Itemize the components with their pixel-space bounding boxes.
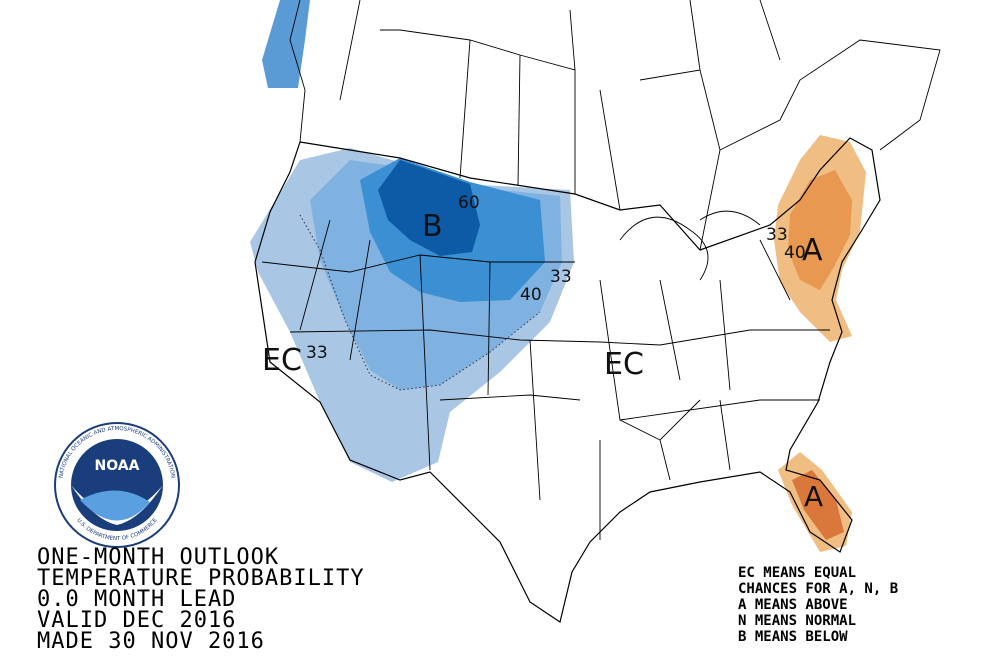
legend-backdrop (732, 562, 982, 652)
map-labels: B 60 40 33 EC 33 EC A 40 33 A (262, 193, 823, 513)
legend-line: A MEANS ABOVE (738, 597, 848, 613)
above-shading (774, 135, 866, 552)
legend-note: EC MEANS EQUAL CHANCES FOR A, N, B A MEA… (732, 562, 982, 652)
noaa-logo: NOAA NATIONAL OCEANIC AND ATMOSPHERIC AD… (54, 422, 180, 548)
logo-text: NOAA (95, 458, 140, 474)
map-label: EC (262, 343, 302, 378)
contour (299, 214, 541, 391)
above-40-florida (792, 470, 844, 540)
boundaries (254, 0, 941, 623)
below-shading (250, 0, 574, 482)
state-lines (261, 219, 830, 540)
map-label: A (802, 233, 823, 268)
above-40 (788, 170, 852, 290)
title-block: ONE-MONTH OUTLOOK TEMPERATURE PROBABILIT… (37, 545, 365, 654)
map-label: B (422, 209, 443, 244)
below-60 (378, 160, 480, 256)
legend-line: EC MEANS EQUAL (738, 565, 856, 581)
title-line: MADE 30 NOV 2016 (37, 629, 265, 654)
map-label: A (804, 480, 823, 513)
legend-line: N MEANS NORMAL (738, 613, 856, 629)
great-lakes (619, 210, 761, 281)
title-line: TEMPERATURE PROBABILITY (37, 566, 365, 591)
legend-line: B MEANS BELOW (738, 629, 848, 645)
map-label: 33 (766, 225, 788, 245)
canada-lines (289, 0, 941, 251)
map-label: 33 (306, 343, 328, 363)
legend-line: CHANCES FOR A, N, B (738, 581, 898, 597)
map-label: 33 (550, 267, 572, 287)
map-label: EC (604, 347, 644, 382)
map-label: 40 (520, 285, 542, 305)
map-label: 60 (458, 193, 480, 213)
us-outline (254, 137, 881, 623)
title-line: 0.0 MONTH LEAD (37, 587, 236, 612)
map-label: 40 (784, 243, 806, 263)
title-line: ONE-MONTH OUTLOOK (37, 545, 279, 570)
title-line: VALID DEC 2016 (37, 608, 236, 633)
